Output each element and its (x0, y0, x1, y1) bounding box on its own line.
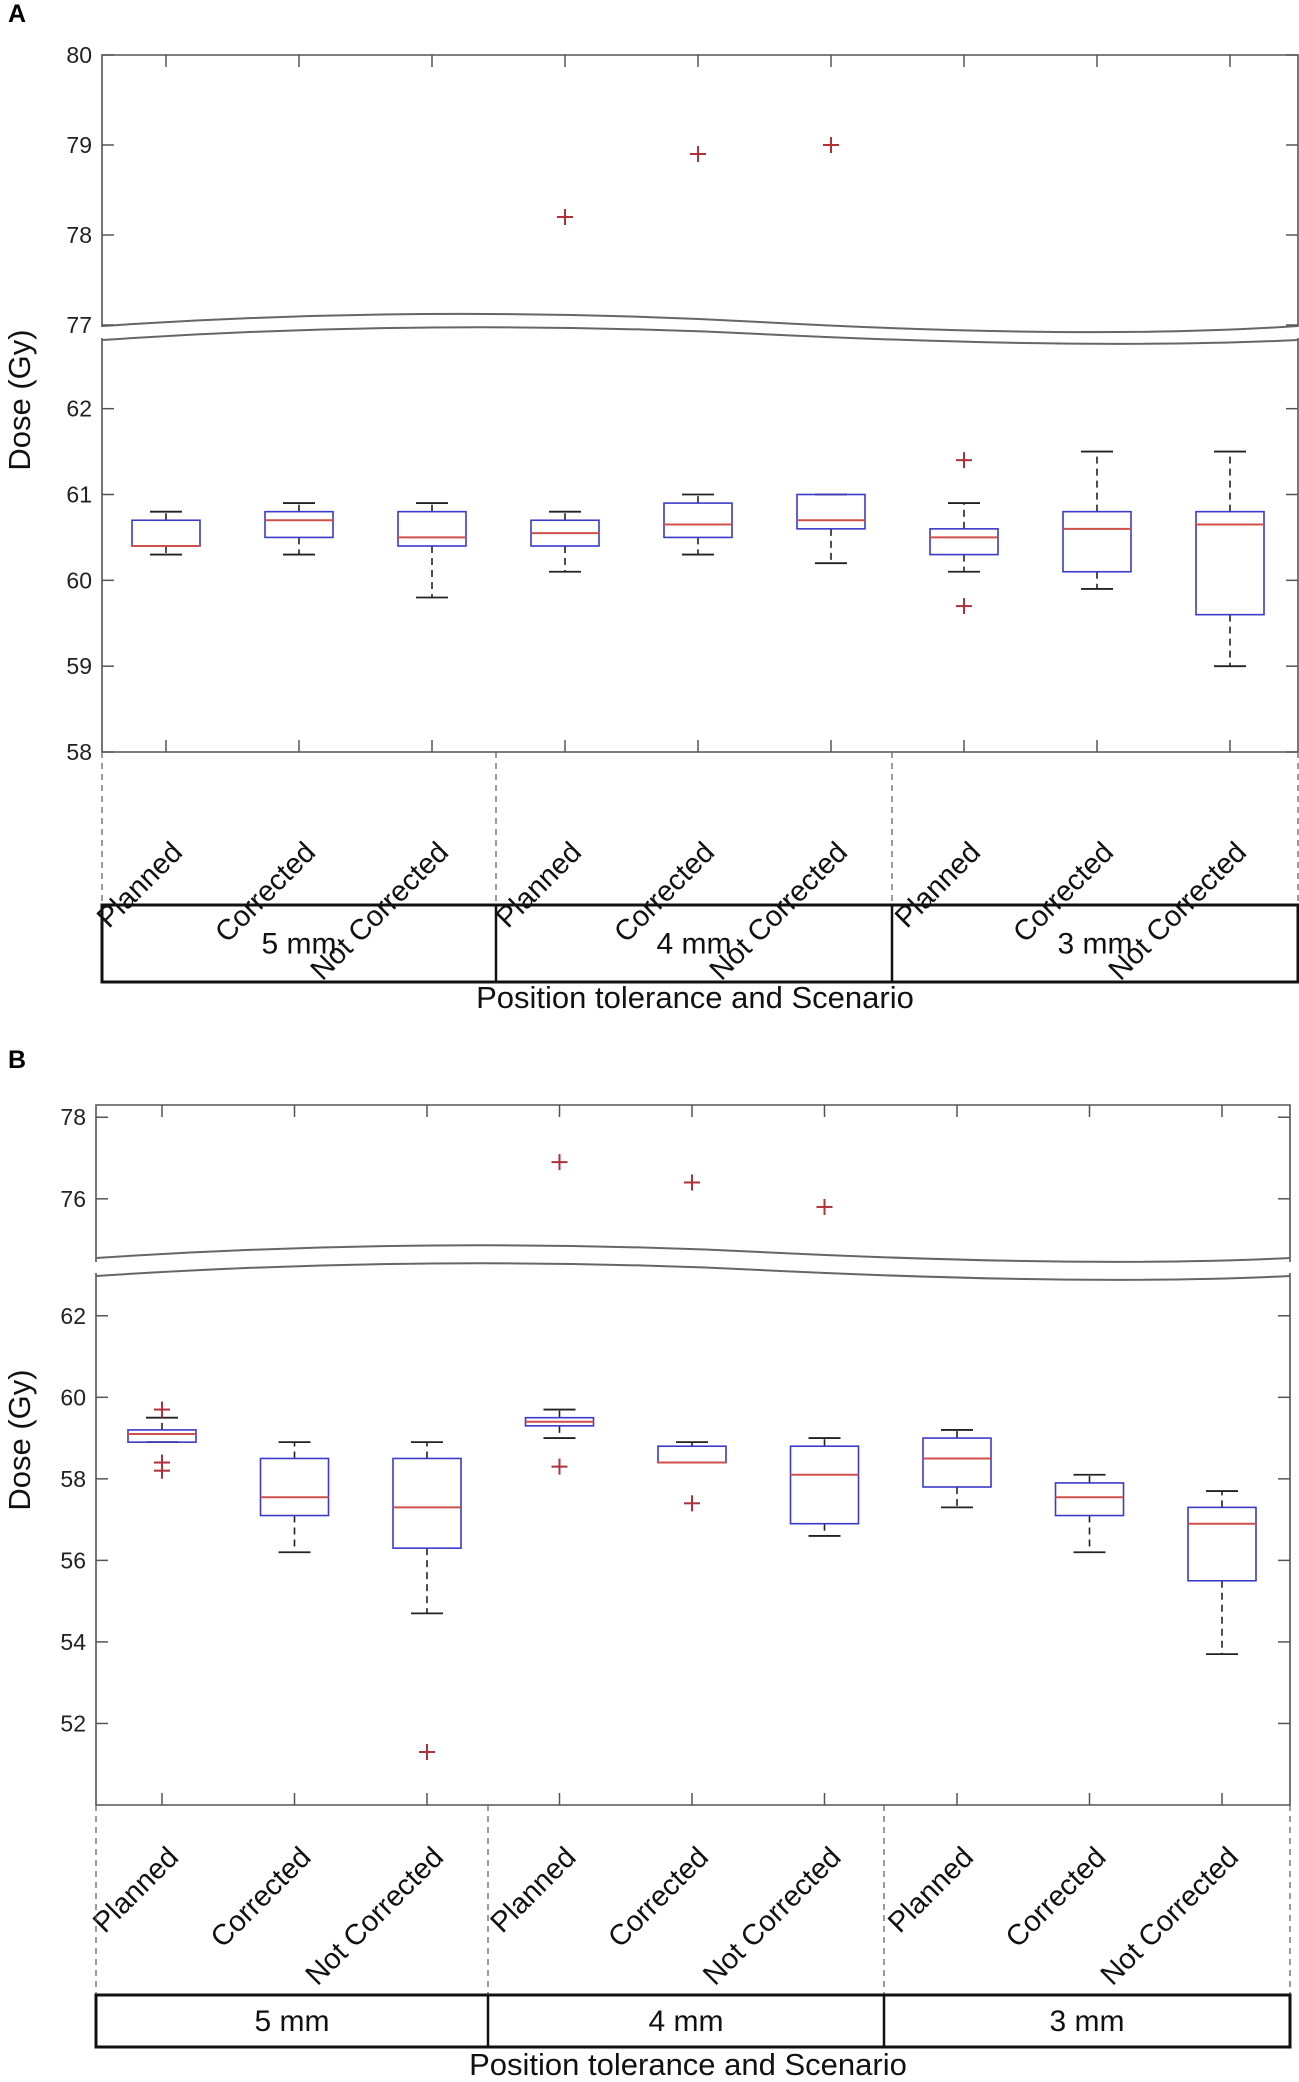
y-tick-label: 62 (66, 396, 92, 422)
group-label: 3 mm (1058, 928, 1133, 961)
category-label: Planned (87, 1841, 185, 1939)
group-box (94, 1993, 1292, 2049)
y-tick-label: 80 (66, 42, 92, 68)
box-iqr (131, 519, 201, 547)
group-label: 5 mm (255, 2005, 330, 2038)
y-tick-label: 78 (60, 1104, 86, 1130)
box-iqr (789, 1445, 860, 1525)
y-tick-label: 58 (60, 1466, 86, 1492)
outlier-marker (823, 137, 839, 153)
box-iqr (1187, 1506, 1257, 1582)
category-label: Corrected (205, 1841, 318, 1954)
box-iqr (796, 493, 866, 530)
box-iqr (929, 528, 999, 556)
y-tick-label: 62 (60, 1303, 86, 1329)
box-iqr (264, 510, 334, 539)
box-iqr (392, 1457, 462, 1549)
group-label: 4 mm (657, 928, 732, 961)
outlier-marker (154, 1462, 170, 1479)
box-iqr (397, 510, 467, 547)
y-tick-label: 77 (66, 312, 92, 338)
outlier-marker (956, 598, 972, 615)
box-iqr (657, 1445, 727, 1464)
y-axis-title: Dose (Gy) (2, 329, 37, 470)
y-tick-label: 52 (60, 1710, 86, 1736)
category-label: Not Corrected (704, 836, 854, 986)
category-label: Not Corrected (1103, 836, 1253, 986)
outlier-marker (956, 452, 972, 469)
box-iqr (259, 1457, 330, 1517)
category-label: Corrected (602, 1841, 715, 1954)
outlier-marker (684, 1495, 700, 1512)
category-label: Planned (889, 836, 987, 934)
category-label: Not Corrected (300, 1841, 450, 1991)
y-tick-label: 54 (60, 1629, 86, 1655)
y-tick-label: 59 (66, 653, 92, 679)
category-label: Planned (490, 836, 588, 934)
group-box (100, 903, 1299, 984)
y-tick-label: 78 (66, 222, 92, 248)
x-axis-title: Position tolerance and Scenario (476, 980, 914, 1015)
outlier-marker (419, 1744, 435, 1760)
upper-axes-frame (101, 54, 1299, 327)
axis-break-line (95, 1262, 1291, 1281)
lower-axes-frame (101, 338, 1299, 753)
outlier-marker (551, 1154, 568, 1171)
box-iqr (1062, 510, 1132, 573)
box-iqr (922, 1437, 992, 1488)
category-label: Corrected (1000, 1841, 1113, 1954)
y-tick-label: 60 (66, 567, 92, 593)
y-tick-label: 79 (66, 132, 92, 158)
panel-letter: A (8, 0, 26, 28)
panel-letter: B (8, 1046, 26, 1074)
group-label: 5 mm (262, 928, 337, 961)
y-tick-label: 56 (60, 1547, 86, 1573)
x-axis-title: Position tolerance and Scenario (469, 2047, 907, 2082)
outlier-marker (816, 1198, 833, 1215)
group-label: 3 mm (1050, 2005, 1125, 2038)
category-label: Planned (91, 836, 189, 934)
lower-axes-frame (95, 1273, 1291, 1806)
y-tick-label: 61 (66, 482, 92, 508)
axis-break-line (95, 1244, 1291, 1263)
category-label: Not Corrected (697, 1841, 847, 1991)
upper-axes-frame (95, 1104, 1291, 1262)
outlier-marker (557, 209, 573, 225)
outlier-marker (684, 1174, 700, 1191)
group-label: 4 mm (649, 2005, 724, 2038)
outlier-marker (551, 1458, 568, 1475)
box-iqr (1054, 1482, 1125, 1517)
y-axis-title: Dose (Gy) (2, 1369, 37, 1510)
axis-break-line (101, 326, 1299, 345)
y-tick-label: 76 (60, 1186, 86, 1212)
box-iqr (127, 1429, 197, 1443)
category-label: Planned (882, 1841, 980, 1939)
category-label: Not Corrected (305, 836, 455, 986)
box-iqr (1195, 510, 1265, 616)
y-tick-label: 58 (66, 739, 92, 765)
box-iqr (663, 502, 733, 539)
y-tick-label: 60 (60, 1384, 86, 1410)
outlier-marker (154, 1401, 170, 1418)
category-label: Planned (485, 1841, 583, 1939)
outlier-marker (690, 146, 706, 162)
category-label: Not Corrected (1095, 1841, 1245, 1991)
axis-break-line (101, 312, 1299, 334)
